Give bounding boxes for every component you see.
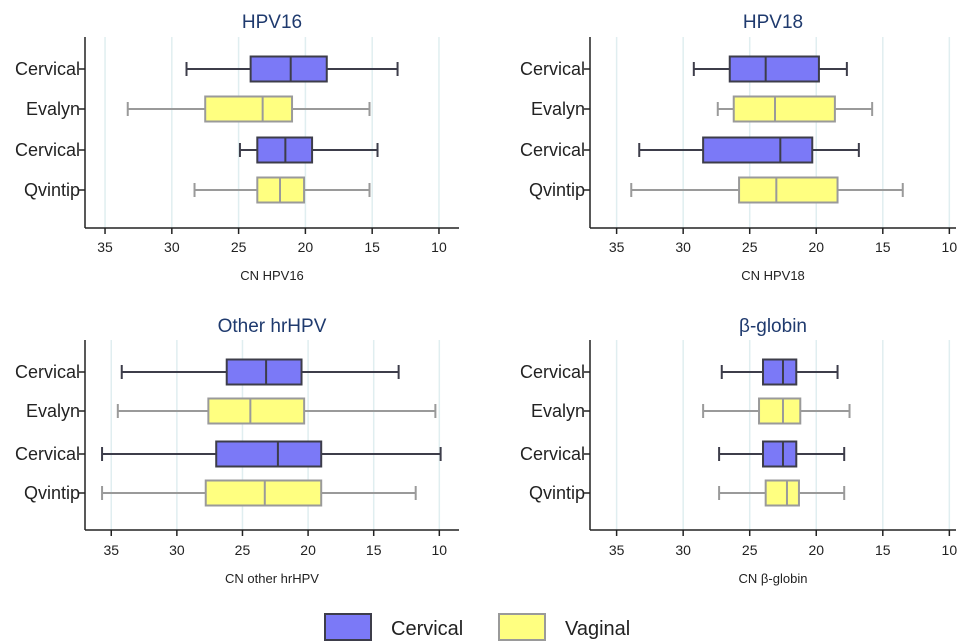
iqr-box <box>762 440 798 468</box>
box-vaginal <box>116 397 437 425</box>
x-tick-label: 35 <box>103 542 119 558</box>
iqr-box <box>764 479 800 507</box>
iqr-box <box>215 440 323 468</box>
x-tick-label: 20 <box>808 542 824 558</box>
category-label: Qvintip <box>24 483 80 503</box>
panel-title: HPV16 <box>242 12 302 33</box>
category-label: Qvintip <box>24 180 80 200</box>
iqr-box <box>249 55 328 83</box>
panel-1: 35 30 25 20 15 10 HPV16 CN HPV16 Cervical Evalyn C… <box>15 12 459 283</box>
box-vaginal <box>126 95 371 123</box>
x-axis-title: CN HPV18 <box>741 268 805 283</box>
panel-2: 35 30 25 20 15 10 HPV18 CN HPV18 Cervical Evalyn C… <box>520 12 957 283</box>
legend-label-cervical: Cervical <box>391 618 463 640</box>
x-tick-label: 10 <box>431 239 447 255</box>
legend: Cervical Vaginal <box>324 613 630 641</box>
category-label: Cervical <box>520 444 585 464</box>
panel-title: HPV18 <box>743 12 803 33</box>
box-vaginal <box>702 397 851 425</box>
iqr-box <box>728 55 820 83</box>
x-tick-label: 20 <box>808 239 824 255</box>
category-label: Cervical <box>15 362 80 382</box>
iqr-box <box>207 397 306 425</box>
panel-3: 35 30 25 20 15 10 Other hrHPV CN other hrHPV Cer… <box>15 316 459 586</box>
x-tick-label: 30 <box>675 239 691 255</box>
x-tick-label: 30 <box>169 542 185 558</box>
iqr-box <box>738 176 839 204</box>
category-label: Cervical <box>15 444 80 464</box>
box-cervical <box>238 136 379 164</box>
x-tick-label: 15 <box>366 542 382 558</box>
x-tick-label: 30 <box>164 239 180 255</box>
legend-swatch-vaginal <box>498 613 546 641</box>
box-cervical <box>720 358 839 386</box>
panel-4: 35 30 25 20 15 10 β-globin CN β-globin Cervical E… <box>520 316 957 586</box>
x-tick-label: 15 <box>875 542 891 558</box>
x-axis-title: CN HPV16 <box>240 268 304 283</box>
box-vaginal <box>630 176 904 204</box>
box-vaginal <box>101 479 417 507</box>
category-label: Cervical <box>520 140 585 160</box>
legend-swatch-cervical <box>324 613 372 641</box>
category-label: Evalyn <box>531 401 585 421</box>
category-label: Evalyn <box>26 401 80 421</box>
panel-title: Other hrHPV <box>218 316 327 337</box>
box-vaginal <box>718 479 846 507</box>
category-label: Cervical <box>520 362 585 382</box>
iqr-box <box>702 136 814 164</box>
box-cervical <box>718 440 846 468</box>
box-cervical <box>185 55 399 83</box>
x-axis-title: CN other hrHPV <box>225 571 319 586</box>
x-tick-label: 25 <box>742 542 758 558</box>
category-label: Evalyn <box>26 99 80 119</box>
x-tick-label: 10 <box>432 542 448 558</box>
x-tick-label: 35 <box>609 239 625 255</box>
box-vaginal <box>716 95 874 123</box>
x-tick-label: 20 <box>300 542 316 558</box>
x-tick-label: 20 <box>298 239 314 255</box>
x-tick-label: 35 <box>609 542 625 558</box>
x-tick-label: 15 <box>875 239 891 255</box>
category-label: Cervical <box>15 59 80 79</box>
iqr-box <box>204 479 323 507</box>
x-tick-label: 35 <box>97 239 113 255</box>
chart-panels: 35 30 25 20 15 10 HPV16 CN HPV16 Cervical Evalyn C… <box>15 12 957 586</box>
x-tick-label: 10 <box>942 542 958 558</box>
box-cervical <box>120 358 400 386</box>
iqr-box <box>762 358 798 386</box>
category-label: Qvintip <box>529 483 585 503</box>
iqr-box <box>758 397 802 425</box>
x-tick-label: 25 <box>235 542 251 558</box>
x-tick-label: 15 <box>364 239 380 255</box>
category-label: Qvintip <box>529 180 585 200</box>
x-tick-label: 30 <box>675 542 691 558</box>
x-tick-label: 25 <box>742 239 758 255</box>
legend-label-vaginal: Vaginal <box>565 618 630 640</box>
panel-title: β-globin <box>739 316 807 337</box>
category-label: Evalyn <box>531 99 585 119</box>
x-tick-label: 25 <box>231 239 247 255</box>
iqr-box <box>204 95 294 123</box>
category-label: Cervical <box>520 59 585 79</box>
x-tick-label: 10 <box>942 239 958 255</box>
box-vaginal <box>193 176 371 204</box>
iqr-box <box>225 358 303 386</box>
box-cervical <box>638 136 860 164</box>
box-cervical <box>692 55 848 83</box>
x-axis-title: CN β-globin <box>739 571 808 586</box>
iqr-box <box>732 95 836 123</box>
box-cervical <box>101 440 442 468</box>
category-label: Cervical <box>15 140 80 160</box>
